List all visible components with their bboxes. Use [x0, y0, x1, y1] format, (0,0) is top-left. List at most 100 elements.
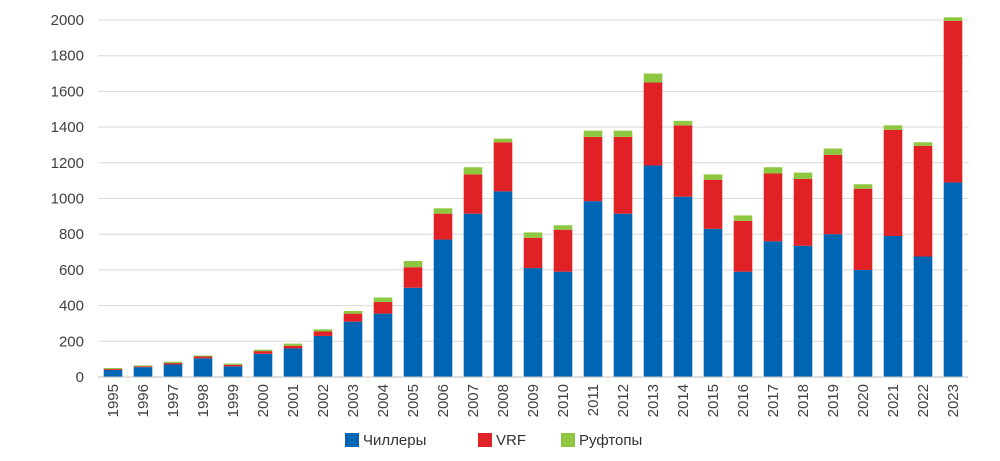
bar-segment-2-2015 — [703, 179, 723, 229]
bar-segment-1-2002 — [313, 335, 333, 377]
legend-label: Чиллеры — [363, 432, 426, 449]
x-tick-label: 2012 — [615, 384, 632, 417]
x-tick-label: 2003 — [345, 384, 362, 417]
bar-segment-1-2007 — [463, 213, 483, 377]
bar-segment-2-2016 — [733, 220, 753, 272]
y-tick-label: 0 — [76, 369, 84, 386]
bar-segment-2-2012 — [613, 136, 633, 214]
bar-segment-1-2018 — [793, 245, 813, 377]
bar-segment-1-1998 — [193, 358, 213, 377]
x-tick-label: 2020 — [855, 384, 872, 417]
bar-segment-3-2003 — [343, 310, 363, 314]
x-tick-label: 2015 — [705, 384, 722, 417]
x-tick-label: 2004 — [375, 384, 392, 417]
bar-segment-2-2018 — [793, 178, 813, 246]
x-tick-label: 2021 — [885, 384, 902, 417]
bar-segment-3-2019 — [823, 148, 843, 155]
x-tick-label: 2010 — [555, 384, 572, 417]
bar-segment-2-2006 — [433, 213, 453, 240]
x-tick-label: 2017 — [765, 384, 782, 417]
bar-segment-1-2006 — [433, 239, 453, 377]
bar-segment-3-2021 — [883, 125, 903, 130]
bar-segment-3-2023 — [943, 17, 963, 21]
x-tick-label: 2007 — [465, 384, 482, 417]
bar-segment-1-2005 — [403, 287, 423, 377]
bar-segment-3-2013 — [643, 73, 663, 83]
bar-segment-1-2016 — [733, 271, 753, 377]
bar-segment-1-2003 — [343, 321, 363, 377]
bar-segment-3-2015 — [703, 174, 723, 180]
legend-item: Руфтопы — [561, 432, 642, 449]
bar-segment-1-2020 — [853, 269, 873, 377]
y-tick-label: 1600 — [51, 83, 84, 100]
bar-segment-1-2009 — [523, 268, 543, 377]
bar-segment-3-2017 — [763, 167, 783, 174]
x-tick-label: 2014 — [675, 384, 692, 417]
x-tick-label: 2008 — [495, 384, 512, 417]
bar-segment-3-1995 — [103, 368, 123, 369]
bar-segment-2-2010 — [553, 229, 573, 272]
bar-segment-3-2016 — [733, 215, 753, 221]
x-tick-label: 2016 — [735, 384, 752, 417]
y-tick-label: 1000 — [51, 191, 84, 208]
bar-segment-2-2014 — [673, 125, 693, 197]
x-tick-label: 1996 — [135, 384, 152, 417]
bar-segment-3-2012 — [613, 130, 633, 137]
bar-segment-3-2010 — [553, 225, 573, 230]
x-tick-label: 2022 — [915, 384, 932, 417]
bar-segment-2-2020 — [853, 188, 873, 270]
x-tick-label: 2013 — [645, 384, 662, 417]
bar-segment-2-2022 — [913, 145, 933, 257]
bar-segment-1-2014 — [673, 196, 693, 377]
y-tick-label: 200 — [59, 333, 84, 350]
bar-segment-3-2007 — [463, 167, 483, 175]
bar-segment-3-2014 — [673, 120, 693, 126]
bar-segment-2-2003 — [343, 313, 363, 322]
bar-segment-3-2018 — [793, 172, 813, 179]
bar-segment-3-2020 — [853, 184, 873, 189]
legend-swatch — [561, 433, 575, 447]
bar-segment-2-2017 — [763, 173, 783, 242]
bar-segment-2-1998 — [193, 356, 213, 359]
bar-segment-2-1995 — [103, 368, 123, 370]
x-tick-label: 1997 — [165, 384, 182, 417]
bar-segment-1-1997 — [163, 364, 183, 377]
bar-segment-1-2012 — [613, 213, 633, 377]
bars — [103, 17, 963, 377]
bar-segment-1-2017 — [763, 241, 783, 377]
y-tick-label: 800 — [59, 226, 84, 243]
bar-segment-2-1997 — [163, 363, 183, 365]
bar-segment-1-2008 — [493, 191, 513, 377]
y-axis-tick-labels: 0 200 400 600 800 1000 1200 1400 1600 1800 2000 — [51, 12, 84, 386]
bar-segment-3-2004 — [373, 297, 393, 303]
bar-segment-3-2011 — [583, 130, 603, 137]
bar-segment-1-2023 — [943, 182, 963, 377]
bar-segment-3-2006 — [433, 208, 453, 214]
x-tick-label: 2000 — [255, 384, 272, 417]
bar-segment-3-1999 — [223, 363, 243, 365]
bar-segment-1-2013 — [643, 165, 663, 377]
bar-segment-2-2019 — [823, 154, 843, 235]
grid-lines — [98, 19, 968, 342]
bar-segment-3-2005 — [403, 260, 423, 268]
y-tick-label: 1200 — [51, 155, 84, 172]
bar-segment-1-2019 — [823, 234, 843, 377]
bar-segment-3-2022 — [913, 142, 933, 146]
y-tick-label: 1800 — [51, 48, 84, 65]
x-tick-label: 2023 — [945, 384, 962, 417]
x-tick-label: 2005 — [405, 384, 422, 417]
x-tick-label: 2001 — [285, 384, 302, 417]
bar-segment-2-2000 — [253, 351, 273, 354]
bar-segment-1-2004 — [373, 313, 393, 377]
x-tick-label: 2019 — [825, 384, 842, 417]
bar-segment-2-2002 — [313, 331, 333, 336]
x-axis-tick-labels: 1995 1996 1997 1998 1999 2000 2001 2002 2003 2004… — [105, 384, 962, 417]
x-tick-label: 2009 — [525, 384, 542, 417]
x-tick-label: 1999 — [225, 384, 242, 417]
bar-segment-3-2009 — [523, 232, 543, 238]
legend-item: VRF — [478, 432, 526, 449]
bar-segment-2-2013 — [643, 82, 663, 166]
x-tick-label: 2011 — [585, 384, 602, 416]
bar-segment-3-1997 — [163, 361, 183, 364]
